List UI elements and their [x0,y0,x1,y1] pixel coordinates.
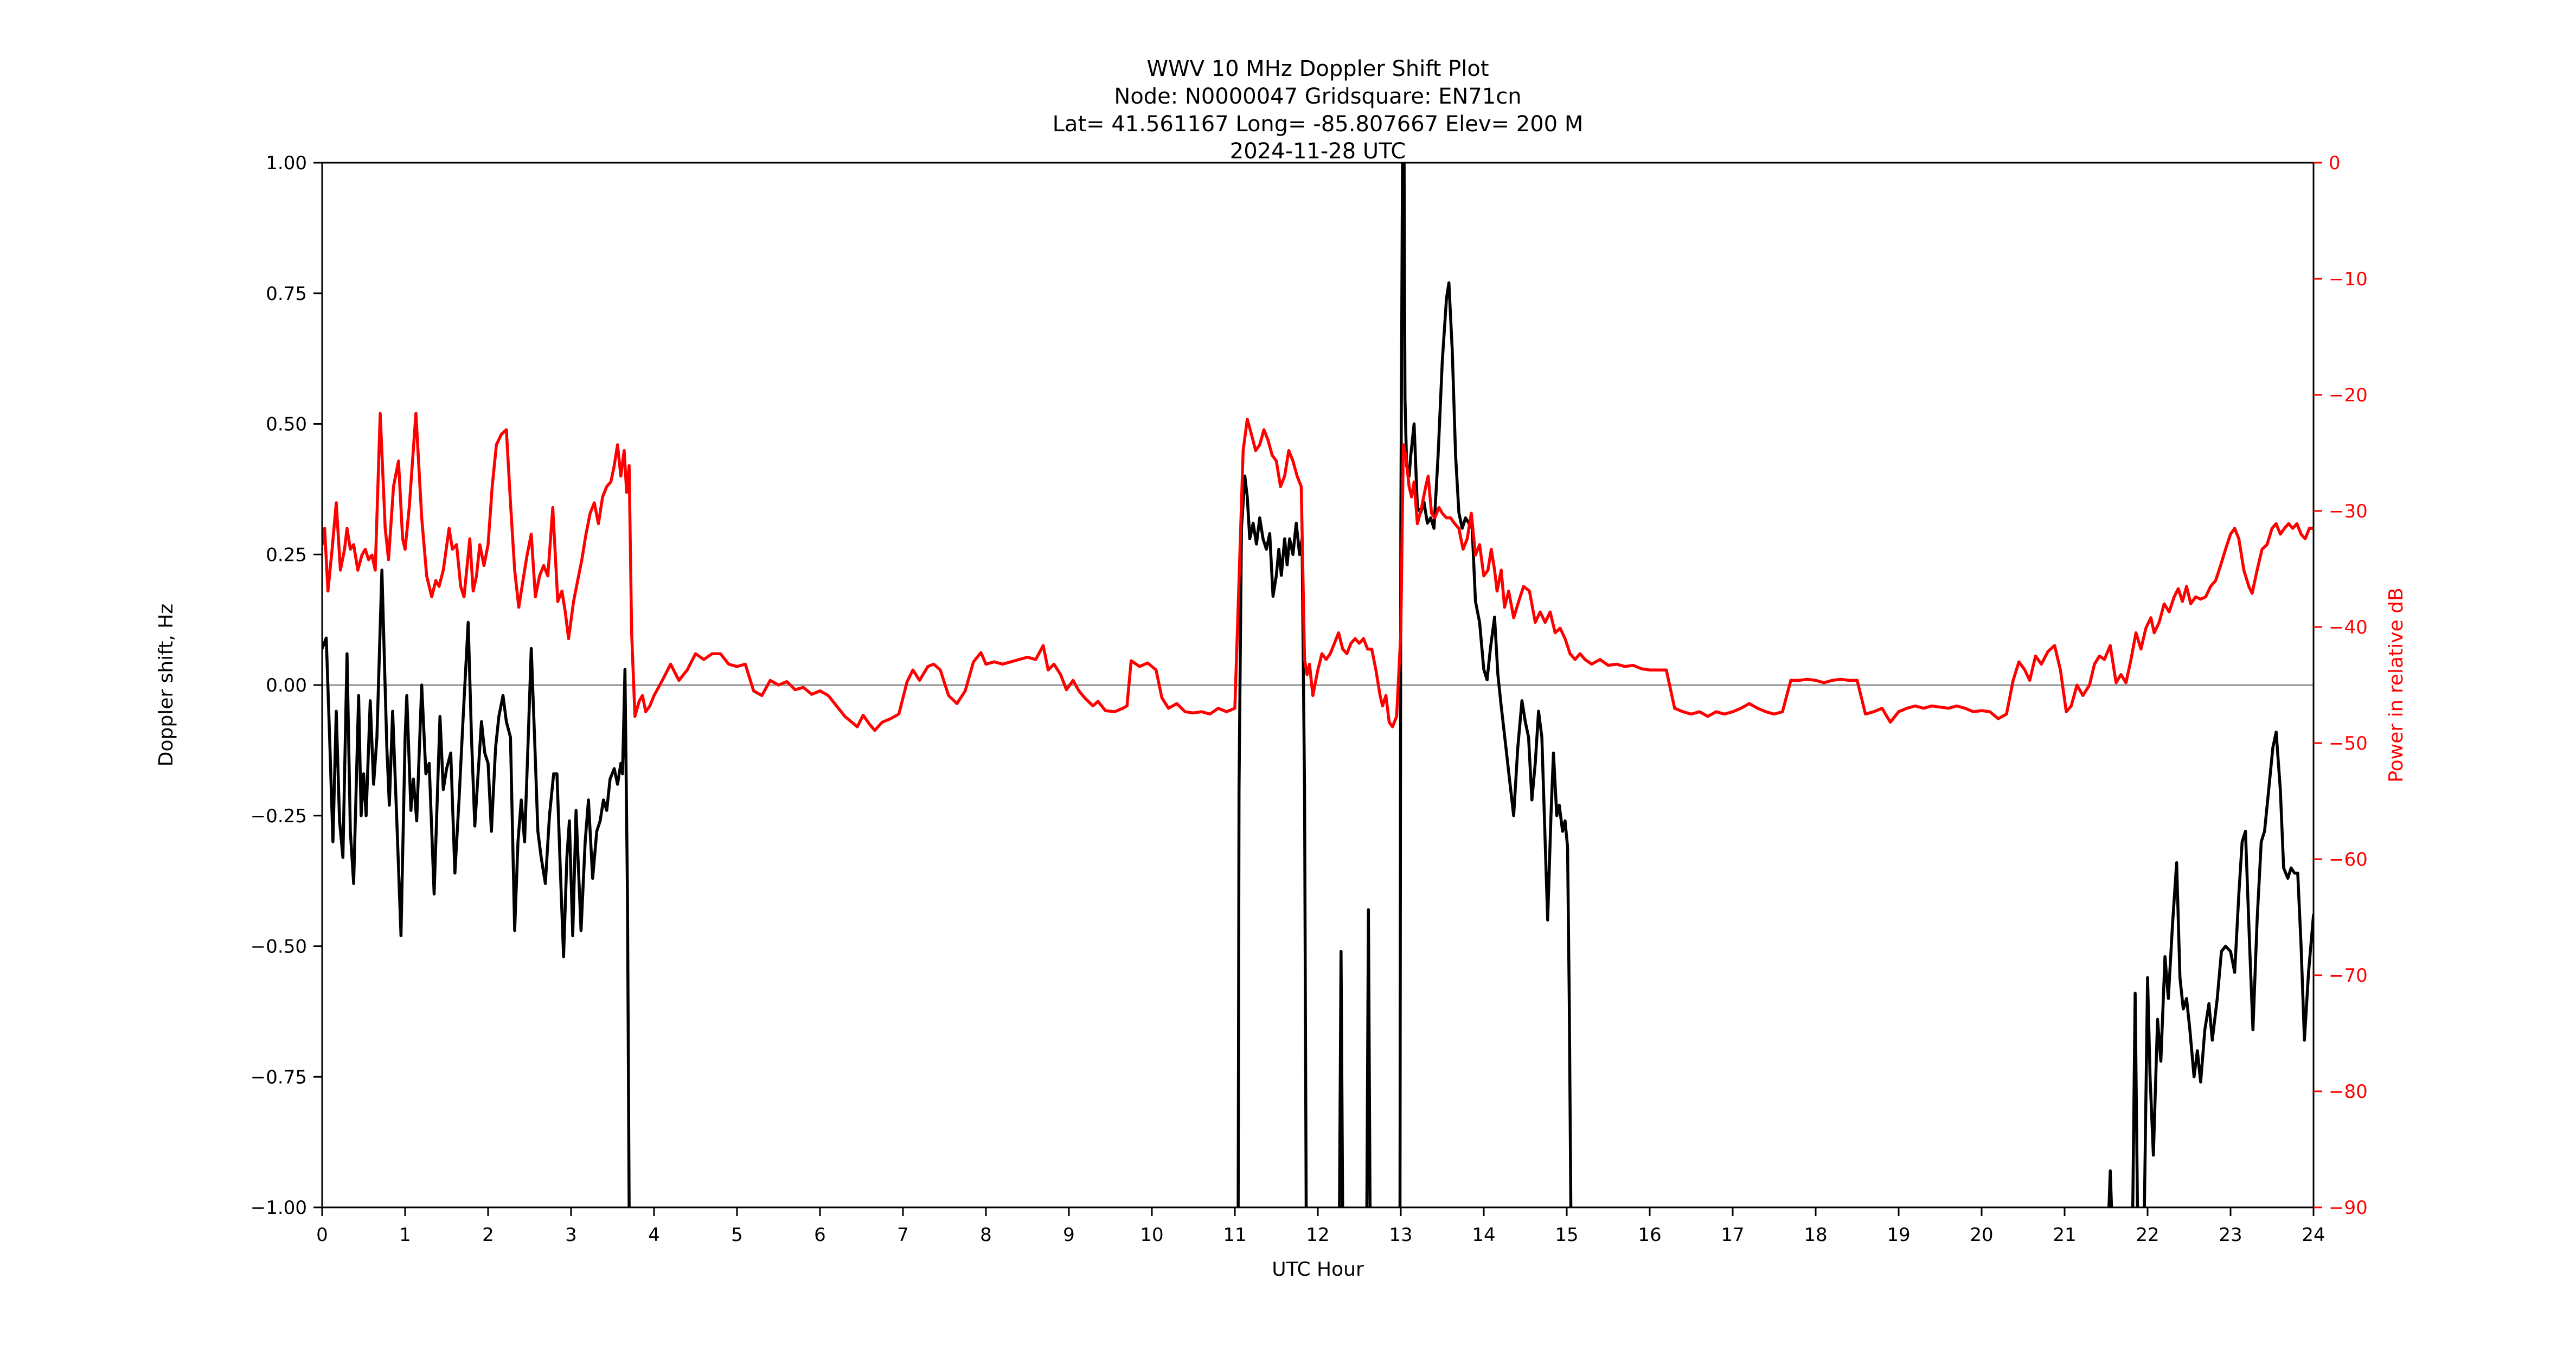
x-tick-label: 8 [980,1224,992,1246]
x-tick-label: 23 [2219,1224,2242,1246]
x-tick-label: 5 [731,1224,743,1246]
x-tick-label: 14 [1472,1224,1495,1246]
power-line [322,412,2314,732]
right-tick-label: −80 [2329,1081,2368,1103]
right-tick-label: −50 [2329,733,2368,754]
plot-subtitle-node-gridsquare: Node: N0000047 Gridsquare: EN71cn [1114,84,1521,109]
plot-subtitle-lat-long-elev: Lat= 41.561167 Long= -85.807667 Elev= 20… [1053,112,1584,137]
x-tick-label: 17 [1721,1224,1744,1246]
right-tick-label: −70 [2329,965,2368,987]
right-tick-label: −90 [2329,1197,2368,1219]
x-tick-label: 4 [648,1224,660,1246]
right-tick-label: −10 [2329,268,2368,290]
left-tick-label: 0.00 [266,675,307,696]
data-series-group [322,163,2314,1207]
x-tick-label: 0 [316,1224,328,1246]
left-tick-label: −0.75 [251,1066,307,1088]
x-tick-label: 13 [1389,1224,1412,1246]
x-tick-label: 2 [482,1224,494,1246]
left-tick-label: −0.50 [251,936,307,958]
x-tick-label: 19 [1887,1224,1910,1246]
doppler-shift-line [322,163,2314,1207]
left-tick-label: 0.25 [266,544,307,566]
right-axis-ticks: 0 −10 −20 −30 −40 −50 −60 −70 −80 −90 [2314,152,2368,1219]
x-tick-label: 22 [2136,1224,2159,1246]
left-tick-label: 0.50 [266,414,307,436]
right-tick-label: −60 [2329,849,2368,871]
right-tick-label: −20 [2329,385,2368,406]
x-tick-label: 7 [897,1224,909,1246]
x-tick-label: 15 [1555,1224,1578,1246]
x-tick-label: 10 [1140,1224,1163,1246]
x-tick-label: 3 [565,1224,577,1246]
left-tick-label: −0.25 [251,805,307,827]
right-tick-label: −30 [2329,501,2368,522]
x-tick-label: 1 [399,1224,411,1246]
x-tick-label: 16 [1638,1224,1661,1246]
plot-title: WWV 10 MHz Doppler Shift Plot [1146,56,1489,81]
plot-subtitle-date: 2024-11-28 UTC [1230,139,1406,164]
left-tick-label: −1.00 [251,1197,307,1219]
right-tick-label: 0 [2329,152,2341,174]
x-tick-label: 21 [2053,1224,2076,1246]
x-axis-label: UTC Hour [1272,1258,1364,1281]
x-axis-ticks: 0 1 2 3 4 5 6 7 8 9 10 11 12 13 14 15 16 17 18 19 20 21 22 23 24 [316,1207,2325,1246]
right-axis-label: Power in relative dB [2385,587,2407,782]
left-axis-label: Doppler shift, Hz [155,604,177,766]
x-tick-label: 12 [1306,1224,1329,1246]
left-axis-ticks: 1.00 0.75 0.50 0.25 0.00 −0.25 −0.50 −0.75 −1.00 [251,152,322,1219]
right-tick-label: −40 [2329,617,2368,638]
x-tick-label: 6 [814,1224,826,1246]
x-tick-label: 20 [1970,1224,1993,1246]
left-tick-label: 1.00 [266,152,307,174]
title-block: WWV 10 MHz Doppler Shift Plot Node: N000… [1053,56,1584,164]
left-tick-label: 0.75 [266,283,307,305]
x-tick-label: 18 [1804,1224,1827,1246]
x-tick-label: 24 [2302,1224,2325,1246]
x-tick-label: 9 [1063,1224,1075,1246]
x-tick-label: 11 [1223,1224,1246,1246]
